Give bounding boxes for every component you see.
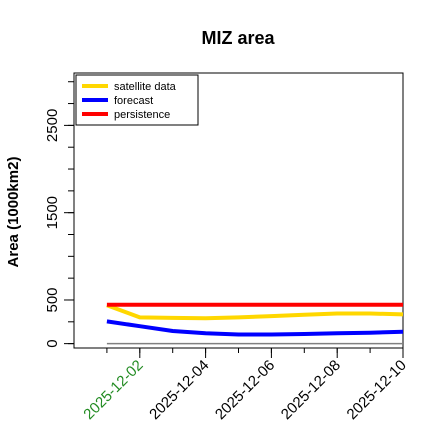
y-axis-label: Area (1000km2) [5, 157, 22, 268]
legend-label: forecast [114, 95, 153, 107]
x-tick-label: 2025-12-02 [80, 357, 146, 423]
legend-label: satellite data [114, 81, 177, 93]
legend-box [75, 74, 199, 126]
y-tick-label: 500 [44, 287, 61, 312]
chart-title: MIZ area [201, 28, 275, 48]
legend-label: persistence [114, 109, 170, 121]
y-tick-label: 1500 [44, 196, 61, 229]
x-tick-label: 2025-12-04 [146, 357, 212, 423]
series-line-forecast [106, 319, 404, 337]
legend: satellite data forecast persistence [75, 74, 199, 126]
x-tick-label: 2025-12-10 [344, 357, 410, 423]
y-tick-label: 0 [44, 339, 61, 347]
x-tick-label: 2025-12-08 [278, 357, 344, 423]
y-tick-label: 2500 [44, 109, 61, 142]
x-tick-label: 2025-12-06 [212, 357, 278, 423]
series-line-satellite-data [106, 303, 404, 321]
